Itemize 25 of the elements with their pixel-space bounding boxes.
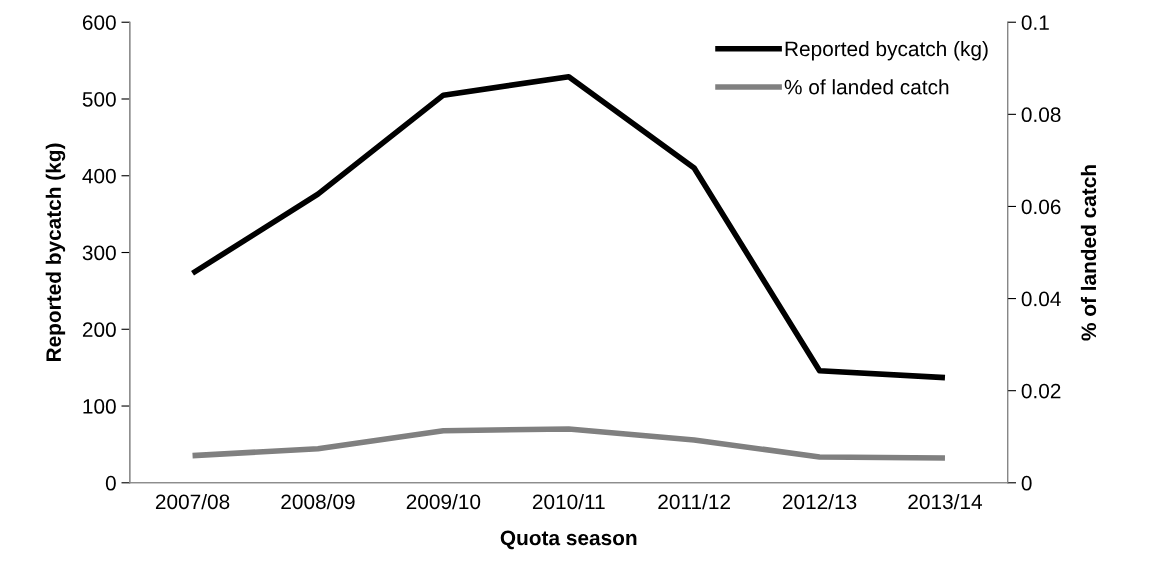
y2-tick-label: 0.04 — [1021, 291, 1061, 307]
y-tick-label: 300 — [82, 245, 116, 261]
x-axis-title: Quota season — [500, 530, 637, 550]
x-tick-label: 2013/14 — [908, 493, 983, 510]
y2-axis-title: % of landed catch — [1080, 165, 1097, 341]
y2-tick-label: 0 — [1021, 475, 1032, 491]
y2-tick-label: 0.02 — [1021, 383, 1061, 399]
y-tick-label: 200 — [82, 322, 116, 338]
x-tick-label: 2007/08 — [155, 493, 230, 510]
y-tick-label: 500 — [82, 91, 116, 107]
y-axis-title: Reported bycatch (kg) — [45, 143, 66, 362]
y-tick-label: 600 — [82, 15, 116, 30]
x-tick-label: 2011/12 — [658, 493, 730, 510]
legend-label: Reported bycatch (kg) — [785, 40, 988, 61]
y-tick-label: 100 — [83, 399, 116, 414]
y2-tick-label: 0.06 — [1021, 199, 1061, 215]
legend-label: % of landed catch — [784, 79, 949, 95]
x-tick-label: 2010/11 — [532, 493, 605, 510]
y2-tick-label: 0.1 — [1021, 15, 1049, 30]
x-tick-label: 2012/13 — [782, 493, 857, 510]
y2-tick-label: 0.08 — [1021, 107, 1061, 123]
y-tick-label: 0 — [105, 475, 116, 491]
x-tick-label: 2009/10 — [406, 493, 481, 510]
y-tick-label: 400 — [82, 168, 116, 184]
x-tick-label: 2008/09 — [281, 493, 355, 510]
